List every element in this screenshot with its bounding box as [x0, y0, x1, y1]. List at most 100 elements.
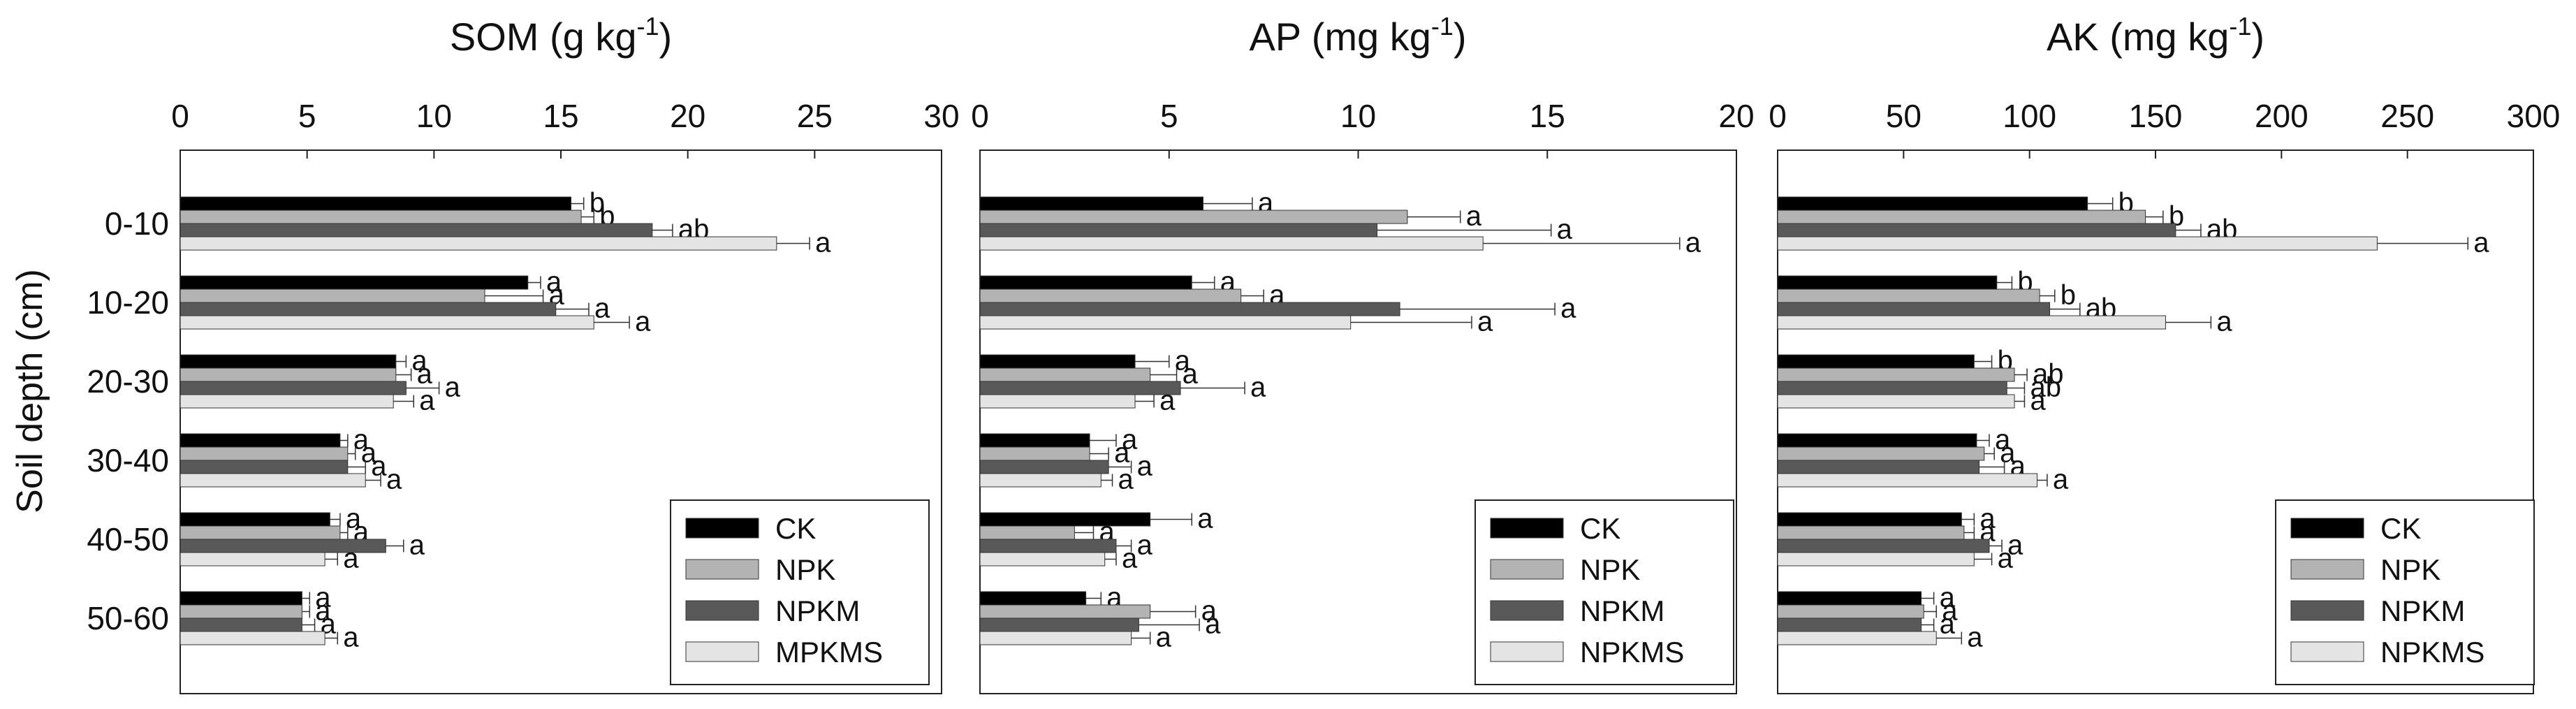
bar-npk: [979, 210, 1408, 224]
significance-label: a: [1967, 622, 1983, 653]
significance-label: a: [417, 359, 433, 390]
y-tick-label: 30-40: [87, 442, 169, 478]
bar-npkms: [1777, 631, 1937, 645]
bar-npkms: [1777, 394, 2015, 409]
significance-label: a: [371, 451, 387, 482]
panel-title-close: ): [2251, 15, 2264, 59]
significance-label: a: [1137, 530, 1153, 561]
bar-npk: [1777, 288, 2040, 303]
significance-label: a: [445, 372, 461, 403]
bar-npkm: [180, 223, 653, 237]
bar-npkms: [979, 315, 1352, 330]
x-tick-label: 5: [1160, 98, 1178, 134]
bar-ck: [979, 591, 1087, 606]
significance-label: a: [419, 386, 435, 416]
bar-mpkms: [180, 315, 594, 330]
significance-label: ab: [2030, 372, 2061, 403]
significance-label: a: [1205, 609, 1221, 640]
significance-label: a: [594, 293, 610, 324]
significance-label: a: [1685, 228, 1702, 258]
significance-label: a: [346, 504, 362, 534]
bar-npk: [979, 446, 1090, 461]
x-tick-label: 10: [1340, 98, 1376, 134]
significance-label: a: [1137, 451, 1153, 482]
bar-npk: [180, 604, 302, 619]
x-tick-label: 20: [670, 98, 705, 134]
bar-npkms: [979, 631, 1132, 645]
bar-npkms: [1777, 236, 2378, 251]
significance-label: a: [361, 438, 377, 469]
bar-ck: [979, 354, 1136, 369]
legend-swatch-npk: [1490, 559, 1564, 580]
significance-label: a: [1477, 307, 1493, 337]
bar-ck: [979, 512, 1151, 527]
panel-title-main: AK (mg kg: [2047, 15, 2229, 59]
bar-ck: [1777, 196, 2088, 211]
x-tick-label: 100: [2003, 98, 2056, 134]
significance-label: a: [1557, 214, 1573, 245]
bar-npk: [1777, 604, 1924, 619]
bar-ck: [1777, 591, 1922, 606]
bar-mpkms: [180, 552, 325, 567]
bar-npkm: [979, 617, 1139, 632]
panel-title-superscript: -1: [636, 12, 659, 41]
panel-title: SOM (g kg-1): [450, 12, 672, 59]
significance-label: a: [815, 228, 831, 258]
legend-swatch-npkms: [2290, 641, 2364, 662]
bar-npkm: [1777, 539, 1990, 553]
bar-ck: [979, 433, 1090, 448]
bar-ck: [180, 433, 341, 448]
legend-swatch-ck: [2290, 518, 2364, 539]
bar-npkm: [180, 460, 349, 474]
legend-swatch-mpkms: [685, 641, 759, 662]
bar-ck: [180, 591, 302, 606]
bar-npk: [180, 288, 485, 303]
panel-title-superscript: -1: [2229, 12, 2251, 41]
legend-label-npkms: NPKMS: [1580, 636, 1684, 668]
bar-npkms: [979, 473, 1102, 488]
y-tick-label: 0-10: [105, 205, 169, 242]
legend-label-ck: CK: [2380, 512, 2421, 545]
x-tick-label: 30: [923, 98, 959, 134]
panel-title-main: SOM (g kg: [450, 15, 637, 59]
bar-npk: [1777, 525, 1965, 540]
panel-title-main: AP (mg kg: [1249, 15, 1430, 59]
significance-label: a: [1979, 504, 1996, 534]
significance-label: a: [1940, 609, 1956, 640]
bar-npkms: [1777, 315, 2166, 330]
bar-ck: [1777, 275, 1998, 290]
panel-title-close: ): [659, 15, 672, 59]
legend-swatch-ck: [685, 518, 759, 539]
x-tick-label: 20: [1718, 98, 1754, 134]
legend-label-npkm: NPKM: [2380, 594, 2465, 627]
significance-label: a: [1114, 438, 1130, 469]
bar-npkm: [979, 539, 1117, 553]
bar-npk: [180, 525, 341, 540]
significance-label: a: [1118, 465, 1134, 495]
bar-ck: [180, 354, 397, 369]
panel-title: AP (mg kg-1): [1249, 12, 1466, 59]
bar-npk: [979, 288, 1242, 303]
significance-label: a: [1940, 583, 1956, 613]
bar-npk: [180, 210, 582, 224]
significance-label: a: [315, 583, 331, 613]
legend-label-npkm: NPKM: [1580, 594, 1664, 627]
significance-label: a: [1942, 596, 1958, 627]
panel-title-close: ): [1454, 15, 1467, 59]
bar-mpkms: [180, 631, 325, 645]
y-tick-label: 10-20: [87, 284, 169, 321]
bar-npkms: [1777, 473, 2037, 488]
significance-label: a: [2030, 386, 2046, 416]
x-tick-label: 5: [298, 98, 316, 134]
significance-label: a: [2473, 228, 2489, 258]
significance-label: ab: [2033, 359, 2064, 390]
x-tick-label: 150: [2129, 98, 2183, 134]
bar-npk: [1777, 210, 2146, 224]
bar-mpkms: [180, 236, 777, 251]
legend-swatch-npk: [2290, 559, 2364, 580]
bar-npkm: [979, 460, 1109, 474]
significance-label: b: [2061, 280, 2076, 311]
